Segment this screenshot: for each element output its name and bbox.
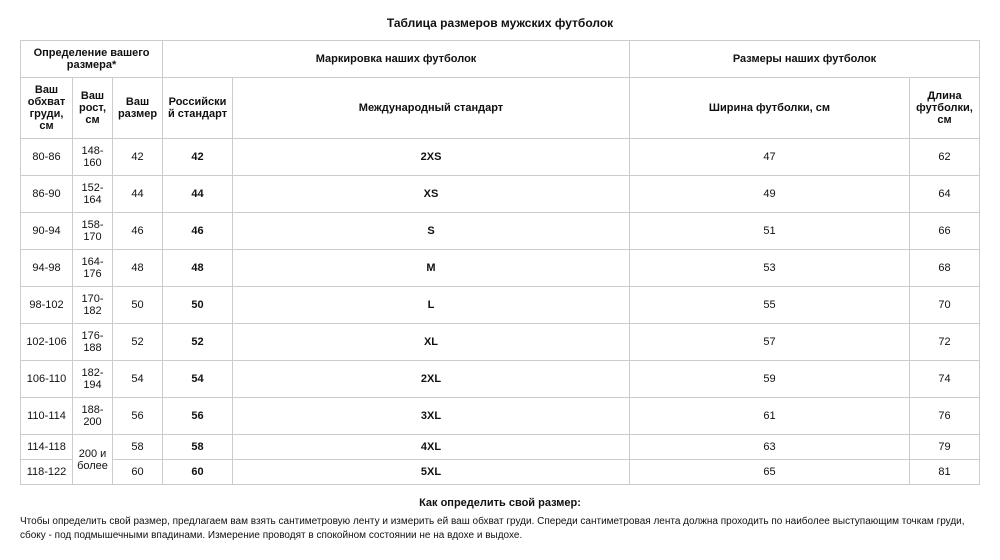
cell-intl: 3XL (233, 398, 630, 435)
table-row: 80-86148-16042422XS4762 (21, 139, 980, 176)
col-shirt-length: Длина футболки, см (909, 78, 979, 139)
col-ru-std: Российский стандарт (163, 78, 233, 139)
cell-height: 164-176 (73, 250, 113, 287)
col-shirt-width: Ширина футболки, см (629, 78, 909, 139)
cell-length: 81 (909, 460, 979, 485)
cell-intl: 2XS (233, 139, 630, 176)
table-row: 106-110182-19454542XL5974 (21, 361, 980, 398)
table-row: 86-90152-1644444XS4964 (21, 176, 980, 213)
cell-width: 49 (629, 176, 909, 213)
table-row: 102-106176-1885252XL5772 (21, 324, 980, 361)
cell-length: 76 (909, 398, 979, 435)
cell-chest: 90-94 (21, 213, 73, 250)
how-to-text: Чтобы определить свой размер, предлагаем… (20, 515, 980, 542)
cell-width: 47 (629, 139, 909, 176)
col-intl-std: Международный стандарт (233, 78, 630, 139)
cell-ru: 50 (163, 287, 233, 324)
cell-intl: XS (233, 176, 630, 213)
table-row: 90-94158-1704646S5166 (21, 213, 980, 250)
cell-length: 64 (909, 176, 979, 213)
cell-height-merged: 200 и более (73, 435, 113, 485)
cell-ru: 54 (163, 361, 233, 398)
cell-ru: 58 (163, 435, 233, 460)
col-height: Ваш рост, см (73, 78, 113, 139)
cell-length: 70 (909, 287, 979, 324)
cell-intl: XL (233, 324, 630, 361)
group-header-marking: Маркировка наших футболок (163, 41, 630, 78)
cell-width: 57 (629, 324, 909, 361)
cell-chest: 86-90 (21, 176, 73, 213)
cell-ru: 56 (163, 398, 233, 435)
cell-intl: 2XL (233, 361, 630, 398)
cell-height: 148-160 (73, 139, 113, 176)
cell-size: 58 (113, 435, 163, 460)
cell-ru: 48 (163, 250, 233, 287)
cell-size: 54 (113, 361, 163, 398)
cell-length: 62 (909, 139, 979, 176)
cell-width: 65 (629, 460, 909, 485)
cell-width: 55 (629, 287, 909, 324)
cell-height: 182-194 (73, 361, 113, 398)
cell-chest: 94-98 (21, 250, 73, 287)
cell-height: 188-200 (73, 398, 113, 435)
col-chest: Ваш обхват груди, см (21, 78, 73, 139)
cell-size: 52 (113, 324, 163, 361)
cell-chest: 118-122 (21, 460, 73, 485)
cell-intl: 5XL (233, 460, 630, 485)
cell-size: 42 (113, 139, 163, 176)
table-row: 110-114188-20056563XL6176 (21, 398, 980, 435)
cell-height: 152-164 (73, 176, 113, 213)
cell-ru: 60 (163, 460, 233, 485)
cell-height: 176-188 (73, 324, 113, 361)
cell-width: 51 (629, 213, 909, 250)
cell-chest: 106-110 (21, 361, 73, 398)
group-header-dimensions: Размеры наших футболок (629, 41, 979, 78)
cell-size: 48 (113, 250, 163, 287)
cell-ru: 46 (163, 213, 233, 250)
cell-size: 60 (113, 460, 163, 485)
cell-chest: 80-86 (21, 139, 73, 176)
col-size: Ваш размер (113, 78, 163, 139)
cell-chest: 98-102 (21, 287, 73, 324)
cell-size: 44 (113, 176, 163, 213)
column-header-row: Ваш обхват груди, см Ваш рост, см Ваш ра… (21, 78, 980, 139)
group-header-determine: Определение вашего размера* (21, 41, 163, 78)
cell-ru: 42 (163, 139, 233, 176)
cell-ru: 44 (163, 176, 233, 213)
size-table: Определение вашего размера* Маркировка н… (20, 40, 980, 485)
cell-width: 63 (629, 435, 909, 460)
cell-length: 68 (909, 250, 979, 287)
cell-length: 74 (909, 361, 979, 398)
table-row: 98-102170-1825050L5570 (21, 287, 980, 324)
cell-height: 158-170 (73, 213, 113, 250)
cell-width: 53 (629, 250, 909, 287)
cell-width: 59 (629, 361, 909, 398)
cell-size: 46 (113, 213, 163, 250)
cell-height: 170-182 (73, 287, 113, 324)
how-to-title: Как определить свой размер: (20, 497, 980, 509)
page-title: Таблица размеров мужских футболок (20, 16, 980, 30)
table-row: 94-98164-1764848M5368 (21, 250, 980, 287)
cell-width: 61 (629, 398, 909, 435)
cell-chest: 110-114 (21, 398, 73, 435)
table-row: 118-12260605XL6581 (21, 460, 980, 485)
cell-length: 66 (909, 213, 979, 250)
cell-intl: S (233, 213, 630, 250)
cell-size: 50 (113, 287, 163, 324)
cell-ru: 52 (163, 324, 233, 361)
table-row: 114-118200 и более58584XL6379 (21, 435, 980, 460)
cell-intl: 4XL (233, 435, 630, 460)
cell-length: 79 (909, 435, 979, 460)
cell-length: 72 (909, 324, 979, 361)
cell-intl: M (233, 250, 630, 287)
cell-intl: L (233, 287, 630, 324)
group-header-row: Определение вашего размера* Маркировка н… (21, 41, 980, 78)
cell-chest: 102-106 (21, 324, 73, 361)
table-body: 80-86148-16042422XS476286-90152-1644444X… (21, 139, 980, 485)
cell-size: 56 (113, 398, 163, 435)
cell-chest: 114-118 (21, 435, 73, 460)
